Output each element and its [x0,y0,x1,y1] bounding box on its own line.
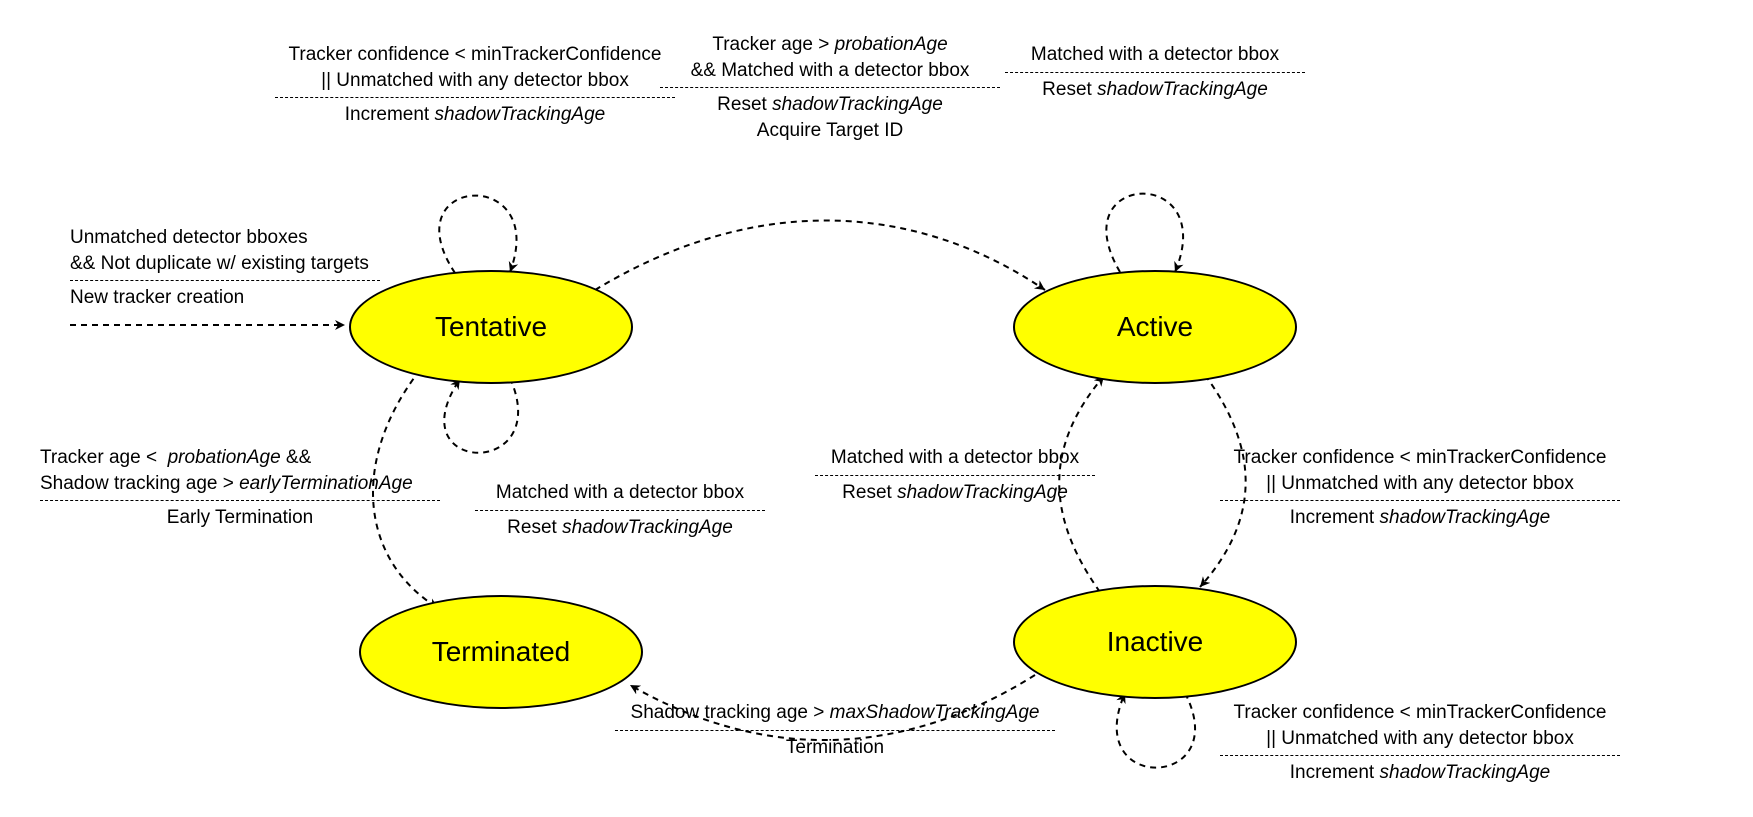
text: Increment shadowTrackingAge [1220,505,1620,531]
label-early-termination: Tracker age < probationAge && Shadow tra… [40,445,440,531]
label-tentative-to-active: Tracker age > probationAge && Matched wi… [660,32,1000,144]
text: Acquire Target ID [660,118,1000,144]
text: Increment shadowTrackingAge [1220,760,1620,786]
label-inactive-to-active: Matched with a detector bbox Reset shado… [815,445,1095,505]
state-label: Inactive [1107,626,1204,658]
text: && Matched with a detector bbox [660,58,1000,84]
text: Shadow tracking age > earlyTerminationAg… [40,471,440,497]
text: Unmatched detector bboxes [70,225,380,251]
text: Tracker age < probationAge && [40,445,440,471]
text: Termination [615,735,1055,761]
label-inactive-self: Tracker confidence < minTrackerConfidenc… [1220,700,1620,786]
text: Reset shadowTrackingAge [815,480,1095,506]
state-inactive: Inactive [1013,585,1297,699]
edge-active-self-top [1106,194,1183,272]
text: || Unmatched with any detector bbox [275,68,675,94]
text: Tracker age > probationAge [660,32,1000,58]
label-active-self: Matched with a detector bbox Reset shado… [1005,42,1305,102]
state-label: Terminated [432,636,571,668]
text: Shadow tracking age > maxShadowTrackingA… [615,700,1055,726]
text: Tracker confidence < minTrackerConfidenc… [1220,445,1620,471]
state-label: Active [1117,311,1193,343]
label-entry: Unmatched detector bboxes && Not duplica… [70,225,380,311]
text: Reset shadowTrackingAge [475,515,765,541]
text: && Not duplicate w/ existing targets [70,251,380,277]
state-terminated: Terminated [359,595,643,709]
state-active: Active [1013,270,1297,384]
edge-inactive-self [1117,693,1195,768]
text: || Unmatched with any detector bbox [1220,726,1620,752]
text: Reset shadowTrackingAge [660,92,1000,118]
text: Matched with a detector bbox [815,445,1095,471]
state-tentative: Tentative [349,270,633,384]
edge-tentative-self-bottom [444,378,518,453]
text: || Unmatched with any detector bbox [1220,471,1620,497]
text: Reset shadowTrackingAge [1005,77,1305,103]
text: Tracker confidence < minTrackerConfidenc… [1220,700,1620,726]
edge-tentative-self-top [439,196,516,273]
text: Increment shadowTrackingAge [275,102,675,128]
text: Matched with a detector bbox [1005,42,1305,68]
label-active-to-inactive: Tracker confidence < minTrackerConfidenc… [1220,445,1620,531]
text: Early Termination [40,505,440,531]
text: Matched with a detector bbox [475,480,765,506]
label-tentative-self-bottom: Matched with a detector bbox Reset shado… [475,480,765,540]
text: Tracker confidence < minTrackerConfidenc… [275,42,675,68]
label-tentative-self-top: Tracker confidence < minTrackerConfidenc… [275,42,675,128]
label-inactive-to-terminated: Shadow tracking age > maxShadowTrackingA… [615,700,1055,760]
edge-tentative-active [595,221,1045,290]
text: New tracker creation [70,285,380,311]
state-label: Tentative [435,311,547,343]
